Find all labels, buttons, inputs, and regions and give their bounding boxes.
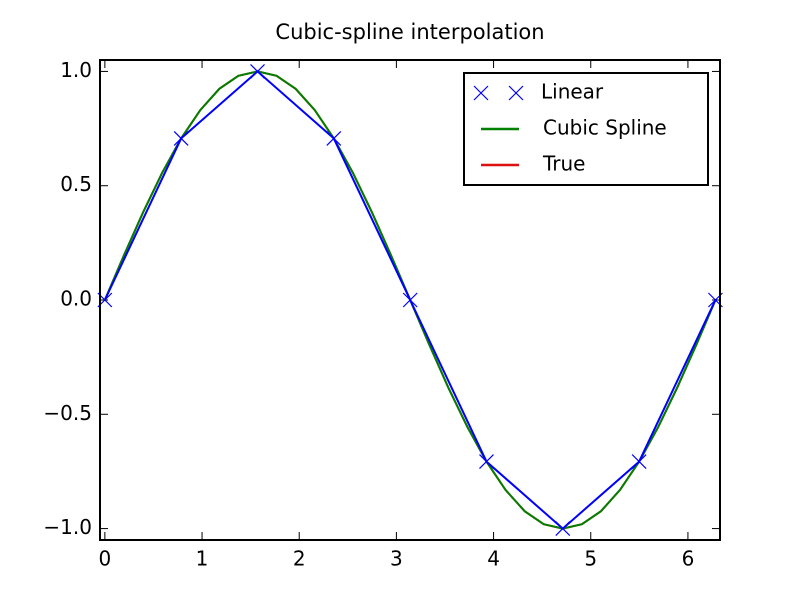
legend-marker <box>473 85 489 101</box>
y-tick-label: 0.5 <box>60 172 92 196</box>
chart-title: Cubic-spline interpolation <box>275 20 544 44</box>
marker <box>173 130 189 146</box>
legend-label: Cubic Spline <box>543 116 667 140</box>
marker <box>326 130 342 146</box>
x-tick-label: 4 <box>487 547 500 571</box>
x-tick-label: 1 <box>196 547 209 571</box>
x-tick-label: 3 <box>390 547 403 571</box>
x-tick-label: 6 <box>682 547 695 571</box>
x-tick-label: 0 <box>98 547 111 571</box>
legend-marker <box>508 85 524 101</box>
x-tick-label: 5 <box>584 547 597 571</box>
legend-label: Linear <box>541 80 604 104</box>
plot-frame <box>99 59 721 541</box>
y-tick-label: 1.0 <box>60 58 92 82</box>
x-tick-label: 2 <box>293 547 306 571</box>
marker <box>402 292 418 308</box>
y-tick-label: −0.5 <box>43 401 92 425</box>
legend-label: True <box>542 152 585 176</box>
marker <box>250 64 265 79</box>
y-tick-label: −1.0 <box>43 515 92 539</box>
marker <box>555 521 571 536</box>
marker <box>631 454 647 470</box>
marker <box>479 454 494 470</box>
y-tick-label: 0.0 <box>60 287 92 311</box>
